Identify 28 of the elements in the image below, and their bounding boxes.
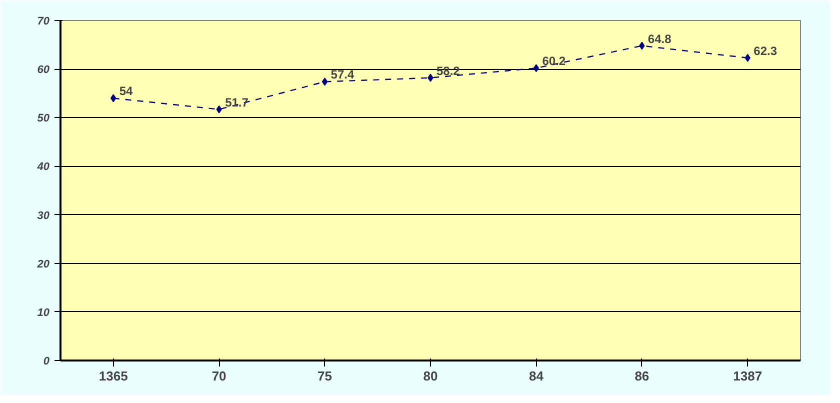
point	[428, 74, 434, 82]
x-tick-label: 75	[318, 368, 332, 384]
y-tick-label: 60	[37, 64, 50, 76]
data-label: 64.8	[648, 32, 672, 46]
data-label: 60.2	[542, 54, 566, 68]
x-tick-label: 70	[212, 368, 226, 384]
y-tick-label: 10	[37, 306, 50, 319]
x-tick-label: 80	[423, 368, 438, 384]
point	[533, 64, 540, 72]
y-tick-label: 70	[37, 16, 50, 28]
x-tick-label: 1387	[733, 368, 762, 384]
point	[322, 78, 328, 86]
data-label: 51.7	[225, 95, 249, 110]
point	[216, 105, 222, 114]
x-tick-label: 86	[634, 368, 650, 384]
y-tick-label: 40	[36, 161, 50, 174]
data-label: 62.3	[754, 44, 778, 58]
data-label: 57.4	[330, 68, 354, 82]
x-tick-label: 1365	[98, 368, 128, 384]
x-tick-label: 84	[528, 368, 544, 384]
point	[639, 42, 645, 50]
y-tick-label: 30	[37, 210, 50, 222]
y-tick-label: 0	[43, 356, 50, 368]
point	[110, 94, 116, 102]
y-tick-label: 50	[37, 112, 50, 125]
point	[744, 54, 750, 62]
data-label: 54	[119, 84, 134, 98]
y-tick-label: 20	[36, 258, 50, 270]
